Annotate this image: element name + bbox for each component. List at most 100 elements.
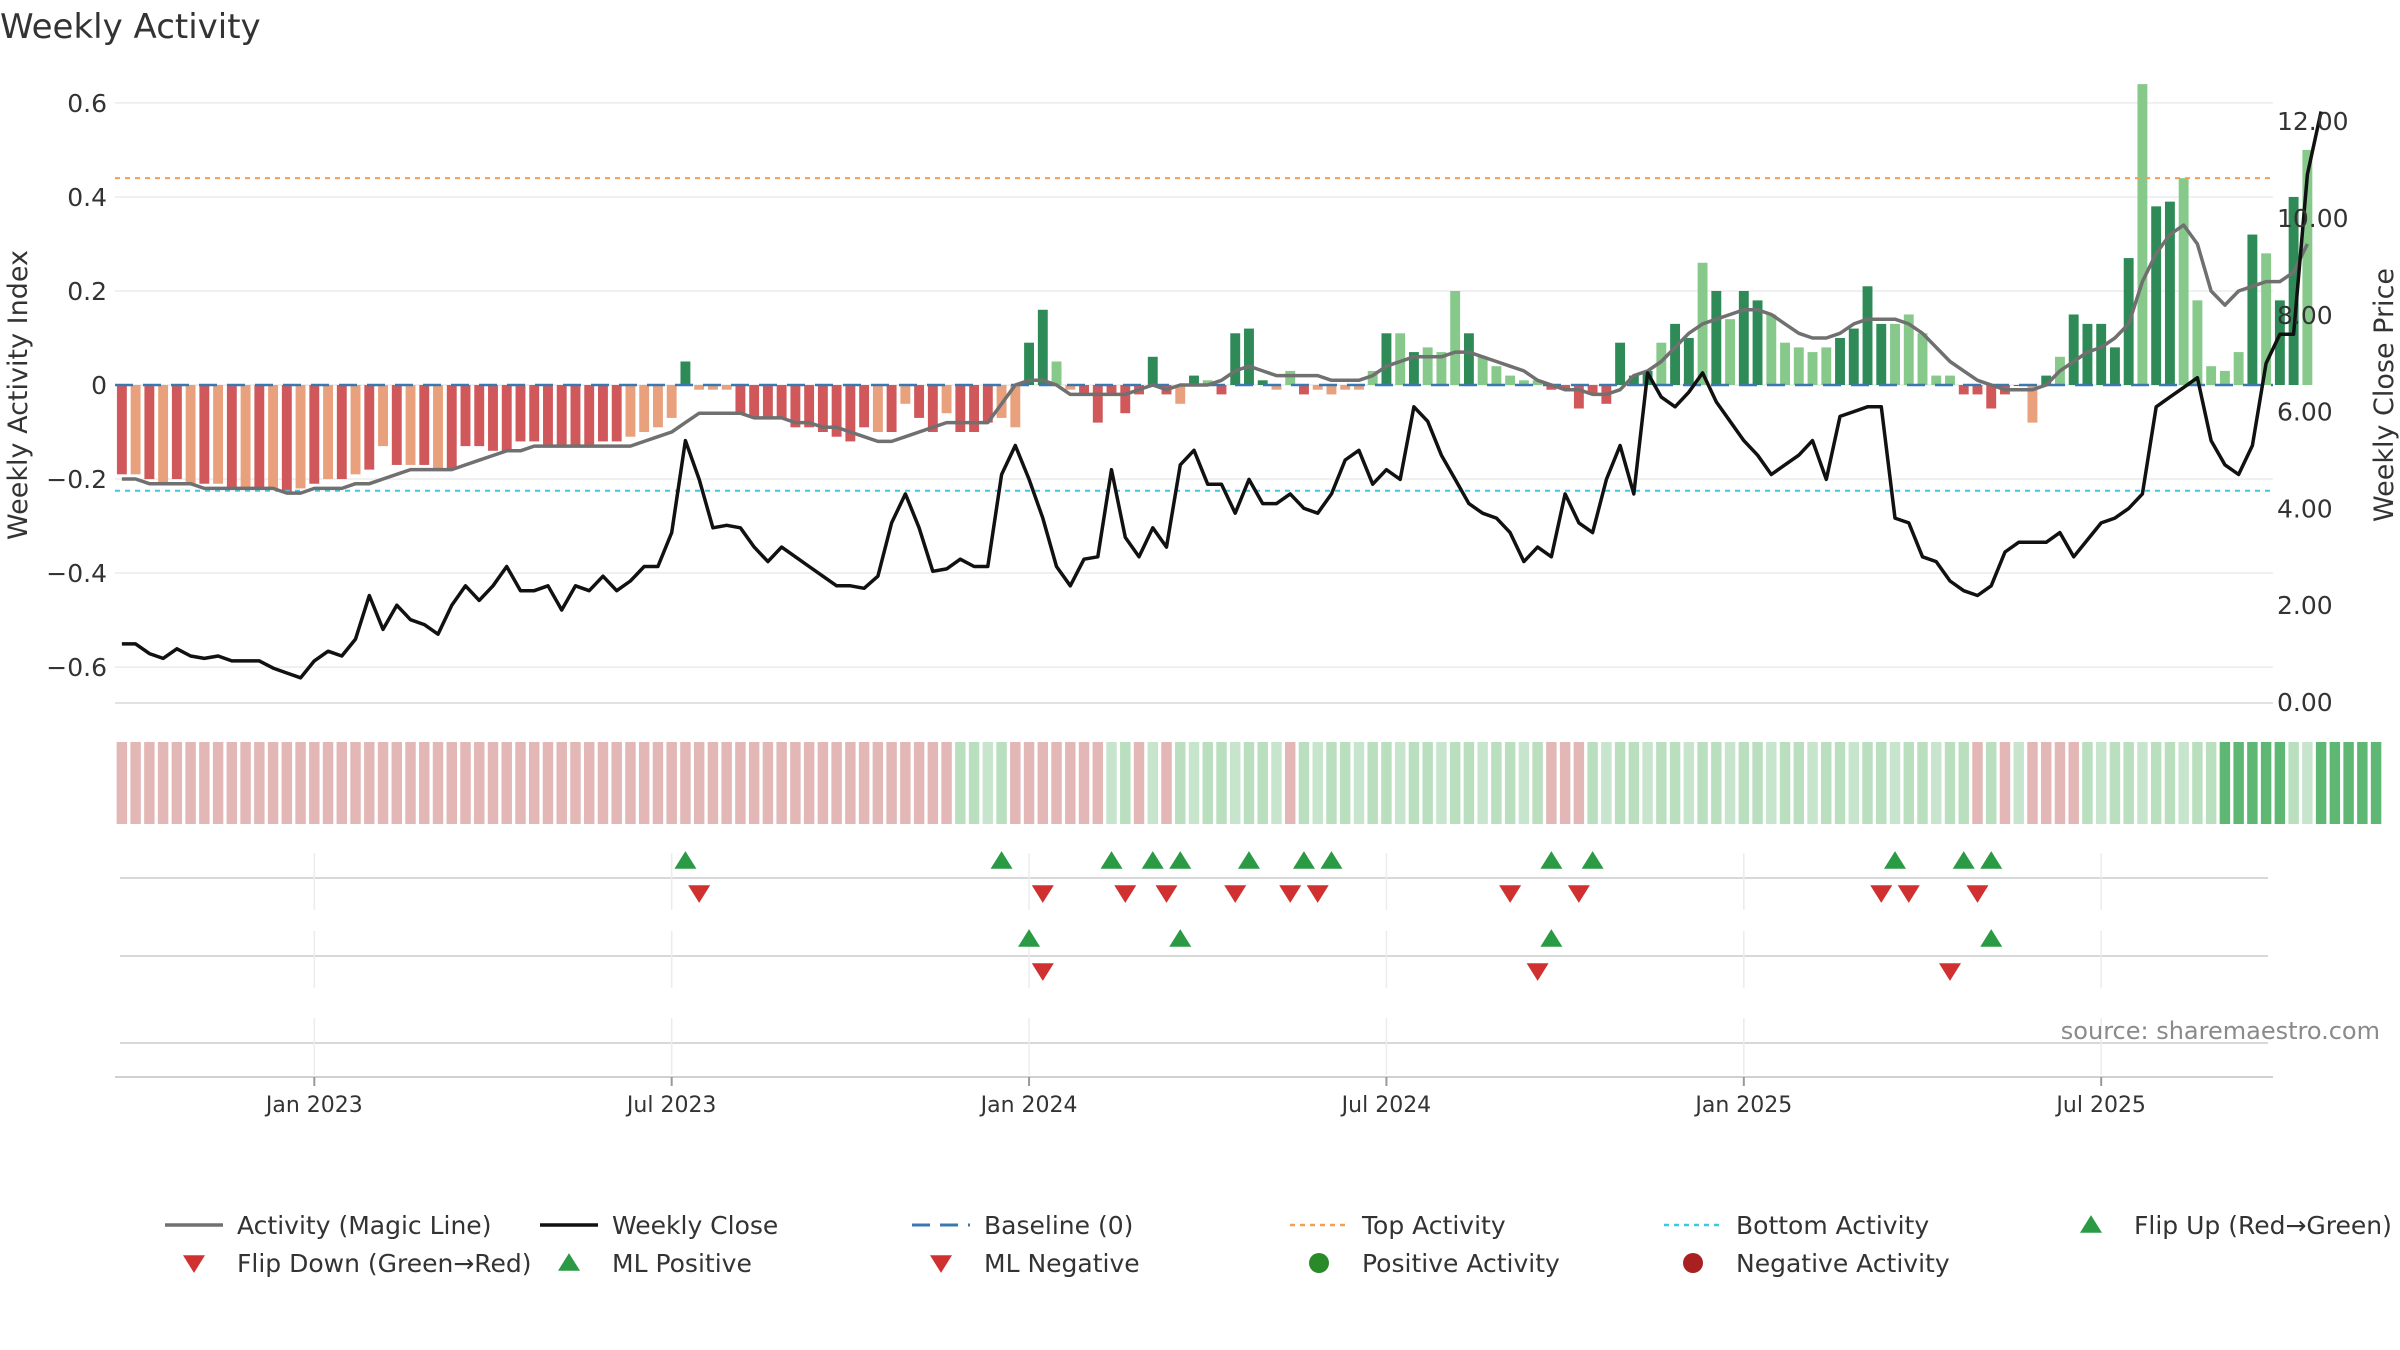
strip-cell: [185, 742, 196, 824]
strip-cell: [1614, 742, 1626, 824]
activity-bar: [1986, 385, 1997, 409]
strip-cell: [748, 742, 760, 824]
strip-cell: [680, 742, 691, 824]
activity-bar: [1807, 352, 1818, 385]
strip-cell: [130, 742, 141, 824]
legend-label: Bottom Activity: [1736, 1211, 1929, 1240]
strip-cell: [721, 742, 732, 824]
activity-bar: [1546, 385, 1557, 390]
activity-bar: [1189, 375, 1199, 385]
activity-bar: [694, 385, 705, 390]
activity-bar: [1381, 333, 1392, 385]
activity-bar: [556, 385, 567, 447]
flip-down-marker: [1155, 885, 1178, 903]
strip-cell: [1669, 742, 1681, 824]
strip-cell: [515, 742, 526, 824]
strip-cell: [1862, 742, 1873, 824]
strip-cell: [1147, 742, 1158, 824]
strip-cell: [309, 742, 320, 824]
strip-cell: [199, 742, 210, 824]
strip-cell: [831, 742, 842, 824]
activity-bar: [460, 385, 471, 447]
strip-cell: [2260, 742, 2272, 824]
activity-bar: [226, 385, 237, 489]
activity-bar: [680, 361, 691, 385]
flip-up-marker: [1581, 851, 1604, 869]
activity-bar: [2137, 84, 2148, 385]
strip-cell: [1188, 742, 1200, 824]
strip-cell: [2013, 742, 2024, 824]
activity-bar: [914, 385, 925, 418]
activity-bar: [1628, 375, 1639, 385]
strip-cell: [693, 742, 705, 824]
activity-bar: [323, 385, 333, 480]
strip-cell: [790, 742, 801, 824]
flip-up-marker: [1237, 851, 1260, 869]
activity-bar: [281, 385, 292, 494]
activity-bar: [1945, 375, 1955, 385]
strip-cell: [2164, 742, 2176, 824]
strip-cell: [955, 742, 966, 824]
activity-bar: [611, 385, 622, 442]
activity-bar: [529, 385, 540, 442]
strip-cell: [556, 742, 567, 824]
strip-cell: [1449, 742, 1461, 824]
flip-down-marker: [1306, 885, 1329, 903]
activity-bar: [1285, 370, 1296, 385]
activity-bar: [1491, 366, 1502, 385]
activity-bar: [1821, 347, 1832, 385]
strip-cell: [240, 742, 251, 824]
y-tick-label: −0.2: [46, 465, 107, 494]
activity-bar: [1463, 333, 1474, 385]
activity-bar: [1972, 385, 1983, 395]
strip-cell: [968, 742, 980, 824]
strip-cell: [2137, 742, 2148, 824]
y2-tick-label: 8.00: [2277, 301, 2333, 330]
activity-bar: [1670, 323, 1681, 385]
activity-bar: [1725, 319, 1736, 385]
flip-down-marker: [1031, 885, 1054, 903]
strip-cell: [1463, 742, 1475, 824]
activity-bar: [1120, 385, 1131, 414]
activity-color-strip: [116, 742, 2382, 824]
flip-down-marker: [1870, 885, 1893, 903]
activity-bar: [804, 385, 815, 428]
activity-bar: [598, 385, 608, 442]
strip-cell: [364, 742, 375, 824]
legend-symbol-down-icon: [183, 1255, 205, 1273]
activity-bar: [1573, 385, 1584, 409]
strip-cell: [336, 742, 348, 824]
strip-cell: [1133, 742, 1145, 824]
strip-cell: [2302, 742, 2313, 824]
activity-bar: [405, 385, 416, 465]
activity-bar: [1367, 370, 1378, 385]
strip-cell: [1546, 742, 1557, 824]
activity-bar: [1092, 385, 1103, 423]
activity-bar: [1422, 347, 1433, 385]
x-tick-label: Jan 2024: [979, 1093, 1078, 1118]
strip-cell: [1518, 742, 1530, 824]
activity-bar: [625, 385, 636, 437]
activity-bar: [1353, 385, 1364, 390]
x-tick-label: Jan 2023: [264, 1093, 363, 1118]
flip-up-marker: [1292, 851, 1315, 869]
activity-bar: [721, 385, 732, 390]
activity-bar: [1216, 385, 1227, 395]
activity-bar: [1862, 286, 1873, 385]
flip-up-marker: [674, 851, 697, 869]
activity-bar: [1958, 385, 1969, 395]
strip-cell: [941, 742, 952, 824]
strip-cell: [913, 742, 925, 824]
activity-bar: [941, 385, 952, 414]
strip-cell: [2233, 742, 2244, 824]
activity-bar: [171, 385, 182, 480]
activity-bar: [1106, 385, 1117, 395]
activity-bar: [1147, 356, 1158, 385]
strip-cell: [1587, 742, 1598, 824]
activity-bar: [144, 385, 155, 480]
flip-up-marker: [1100, 851, 1123, 869]
strip-cell: [1601, 742, 1612, 824]
strip-cell: [1257, 742, 1268, 824]
legend-symbol-up-icon: [558, 1253, 580, 1271]
strip-cell: [1339, 742, 1351, 824]
